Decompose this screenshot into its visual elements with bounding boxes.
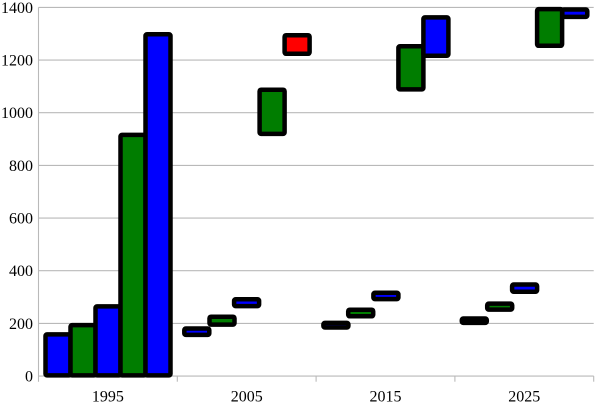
svg-text:2005: 2005 (231, 389, 263, 405)
svg-text:2025: 2025 (508, 389, 540, 405)
svg-text:2015: 2015 (370, 389, 402, 405)
svg-text:0: 0 (25, 369, 33, 386)
svg-text:800: 800 (9, 158, 33, 175)
svg-text:1995: 1995 (92, 389, 124, 405)
svg-text:1000: 1000 (1, 105, 33, 122)
svg-text:400: 400 (9, 263, 33, 280)
svg-text:1400: 1400 (1, 0, 33, 17)
svg-text:600: 600 (9, 211, 33, 228)
svg-text:1200: 1200 (1, 53, 33, 70)
svg-text:200: 200 (9, 316, 33, 333)
